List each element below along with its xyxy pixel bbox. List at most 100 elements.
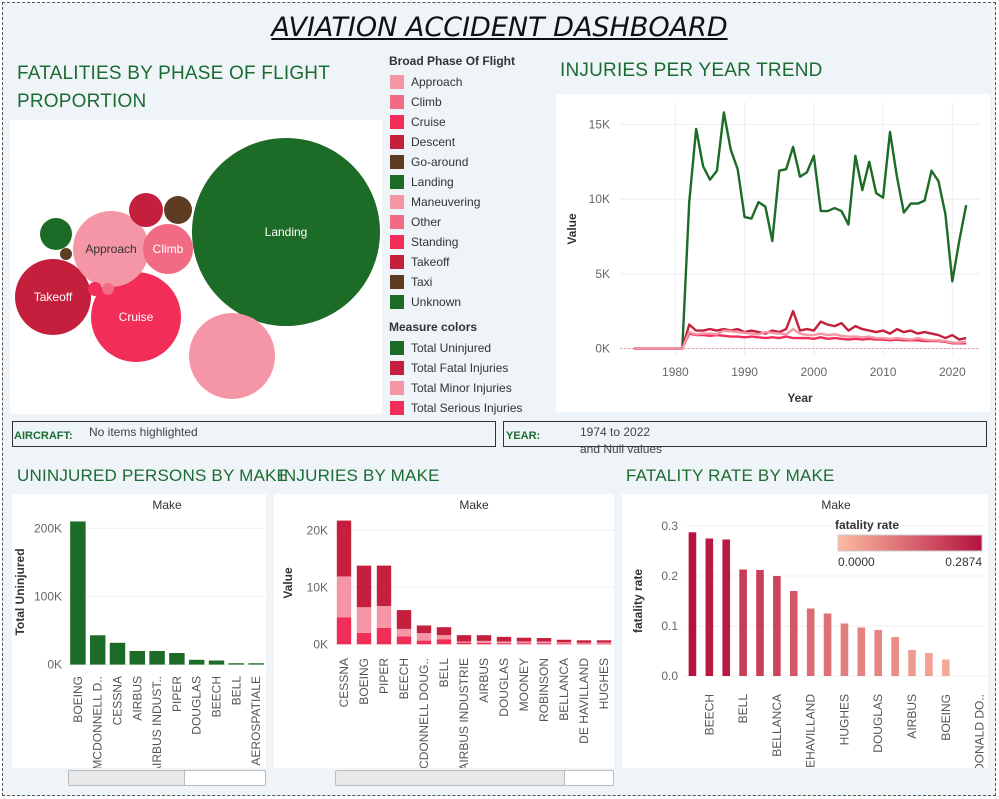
phase-legend-item[interactable]: Landing [386, 172, 548, 192]
fatality-bar [891, 637, 899, 676]
uninjured-y-tick: 0K [47, 658, 62, 672]
trend-x-tick: 1980 [662, 365, 689, 379]
injuries-scrollbar[interactable] [335, 770, 614, 786]
phase-legend-item[interactable]: Maneuvering [386, 192, 548, 212]
fatality-x-tick: BELLANCA [770, 694, 784, 757]
uninjured-header: Make [152, 498, 182, 512]
uninjured-scroll-thumb[interactable] [69, 771, 185, 785]
measure-legend-item[interactable]: Total Fatal Injuries [386, 358, 548, 378]
fatality-color-legend-min: 0.0000 [838, 555, 875, 569]
injuries-x-tick: BOEING [357, 658, 371, 705]
measure-legend-swatch [390, 401, 404, 415]
injuries-bar-segment [456, 642, 472, 645]
phase-legend-label: Landing [411, 175, 454, 189]
phase-bubble-chart: Landing Cruise Takeoff Approach Climb [15, 138, 380, 399]
phase-legend-item[interactable]: Taxi [386, 272, 548, 292]
fatality-x-tick: AIRBUS [905, 694, 919, 739]
phase-legend-swatch [390, 195, 404, 209]
measure-legend-item[interactable]: Total Serious Injuries [386, 398, 548, 418]
injuries-scroll-thumb[interactable] [336, 771, 565, 785]
phase-legend-swatch [390, 115, 404, 129]
phase-legend-item[interactable]: Takeoff [386, 252, 548, 272]
injuries-bar-segment [596, 640, 612, 643]
phase-legend-item[interactable]: Approach [386, 72, 548, 92]
injuries-bar-segment [376, 627, 392, 645]
phase-legend-item[interactable]: Cruise [386, 112, 548, 132]
injuries-bar-segment [516, 637, 532, 642]
injuries-bar-segment [396, 610, 412, 629]
phase-legend-item[interactable]: Climb [386, 92, 548, 112]
fatality-y-tick: 0.0 [661, 669, 678, 683]
injuries-bar-segment [496, 641, 512, 644]
phase-bubble-unknown [40, 218, 72, 250]
injuries-x-tick: BELL [437, 658, 451, 688]
year-filter[interactable]: YEAR: 1974 to 2022 and Null values [503, 421, 987, 456]
fatality-x-tick: BEECH [702, 694, 716, 735]
fatality-bar [756, 570, 764, 676]
uninjured-y-tick: 100K [34, 589, 62, 603]
phase-legend-item[interactable]: Go-around [386, 152, 548, 172]
phase-bubble-maneuvering [189, 313, 275, 399]
injuries-bar-segment [356, 565, 372, 608]
phase-bubble-takeoff [15, 259, 91, 335]
year-filter-null: and Null values [580, 442, 663, 456]
injuries-bar-segment [556, 643, 572, 645]
fatality-x-tick: MCDONALD DO.. [973, 694, 987, 768]
phase-legend-item[interactable]: Other [386, 212, 548, 232]
phase-bubble-descent [129, 193, 163, 227]
fatality-bar [857, 627, 866, 676]
fatality-bar [789, 591, 798, 676]
uninjured-x-tick: AIRBUS INDUST.. [150, 676, 164, 768]
injuries-bar-segment [576, 642, 592, 644]
injuries-x-tick: BELLANCA [557, 658, 571, 721]
injuries-section-title: INJURIES BY MAKE [279, 466, 440, 485]
uninjured-x-tick: BELL [229, 676, 243, 706]
injuries-bar-segment [536, 638, 552, 642]
uninjured-bar [248, 663, 264, 665]
measure-legend-label: Total Fatal Injuries [411, 361, 509, 375]
uninjured-scrollbar[interactable] [68, 770, 266, 786]
phase-legend-label: Other [411, 215, 442, 229]
uninjured-bar [129, 650, 146, 665]
phase-bubble-panel: Landing Cruise Takeoff Approach Climb [10, 120, 382, 414]
uninjured-bar [208, 660, 225, 665]
measure-legend-label: Total Minor Injuries [411, 381, 512, 395]
phase-legend-item[interactable]: Unknown [386, 292, 548, 312]
fatality-bar [941, 659, 950, 676]
fatality-color-legend-title: fatality rate [835, 518, 899, 532]
trend-line-chart: 0K 5K 10K 15K 1980 1990 2000 2010 2020 Year Value [565, 102, 980, 405]
phase-bubble-go-around [164, 196, 192, 224]
fatality-bar [806, 608, 815, 676]
phase-bubble-label: Landing [265, 225, 308, 239]
measure-legend-item[interactable]: Total Minor Injuries [386, 378, 548, 398]
injuries-bar-segment [576, 643, 592, 645]
trend-x-tick: 2010 [870, 365, 897, 379]
trend-line-panel: 0K 5K 10K 15K 1980 1990 2000 2010 2020 Year Value [556, 94, 990, 412]
trend-series-line [633, 332, 967, 350]
phase-legend-label: Approach [411, 75, 463, 89]
injuries-bar-segment [416, 640, 432, 645]
measure-legend-item[interactable]: Total Uninjured [386, 338, 548, 358]
trend-section-title: INJURIES PER YEAR TREND [560, 60, 823, 81]
uninjured-x-tick: DOUGLAS [190, 676, 204, 735]
phase-bubble-label: Climb [153, 242, 184, 256]
injuries-bar-segment [576, 640, 592, 643]
phase-legend: Broad Phase Of Flight Approach Climb Cruis… [386, 50, 548, 415]
injuries-x-tick: ROBINSON [537, 658, 551, 722]
injuries-bar-segment [436, 639, 452, 645]
uninjured-x-tick: PIPER [170, 676, 184, 712]
fatality-bar [773, 576, 781, 676]
fatality-bar [688, 532, 697, 676]
aircraft-filter[interactable]: AIRCRAFT: No items highlighted [12, 421, 496, 447]
phase-legend-label: Cruise [411, 115, 446, 129]
injuries-x-tick: MCDONNELL DOUG.. [417, 658, 431, 768]
fatality-x-tick: BOEING [939, 694, 953, 741]
injuries-bar-segment [536, 641, 552, 644]
fatality-bar [908, 650, 916, 676]
uninjured-bar [70, 521, 86, 665]
fatality-y-tick: 0.1 [661, 619, 678, 633]
phase-legend-item[interactable]: Standing [386, 232, 548, 252]
phase-legend-label: Maneuvering [411, 195, 481, 209]
injuries-bar-segment [376, 606, 392, 628]
phase-legend-item[interactable]: Descent [386, 132, 548, 152]
